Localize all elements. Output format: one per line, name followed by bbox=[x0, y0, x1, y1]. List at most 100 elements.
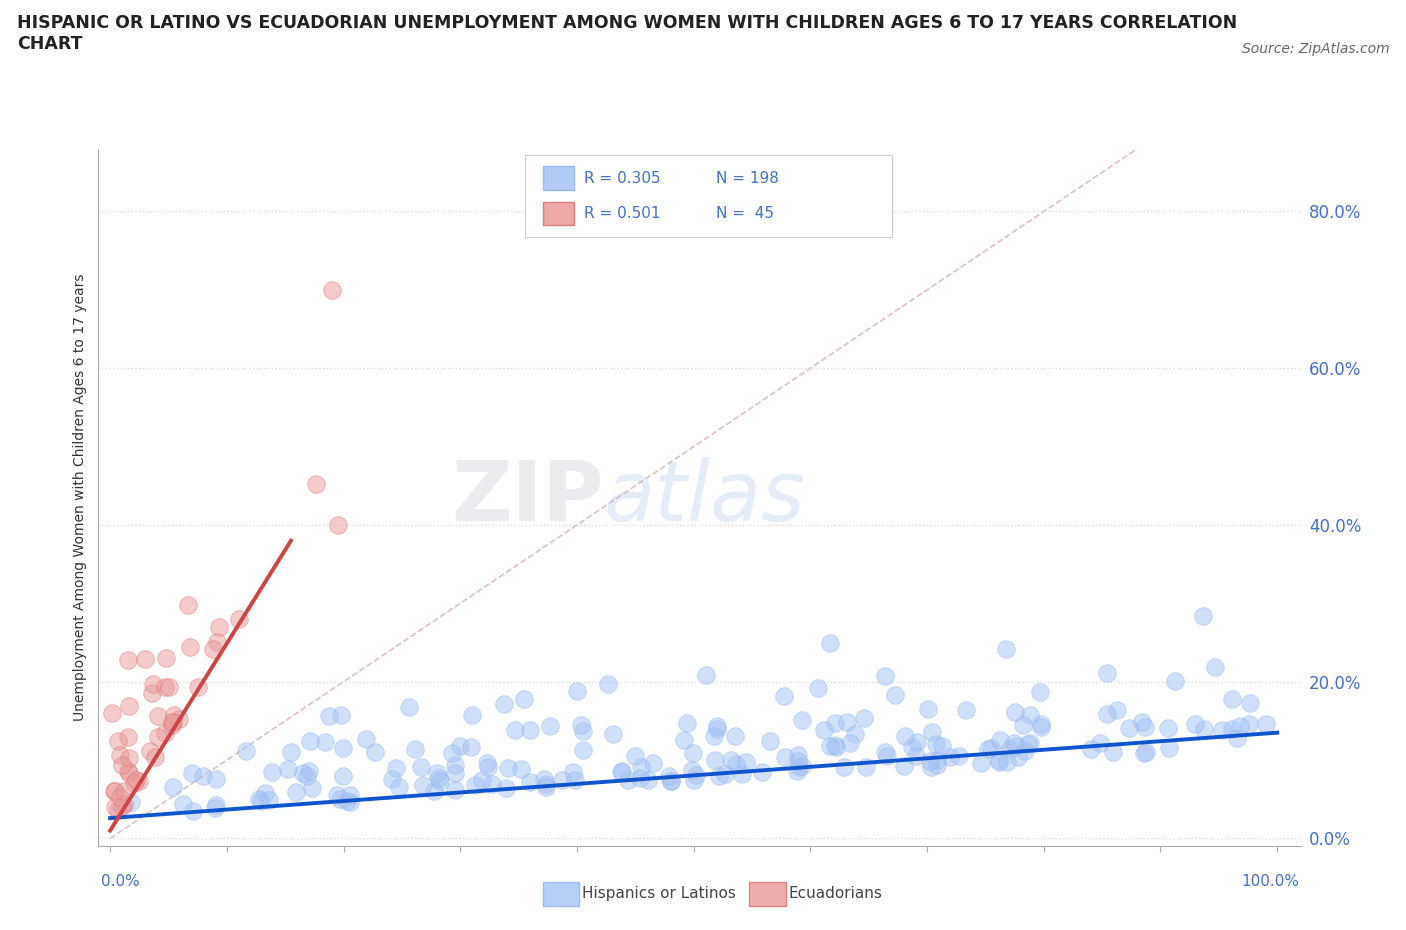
Point bbox=[685, 768, 707, 783]
Point bbox=[1184, 717, 1206, 732]
Point bbox=[510, 762, 533, 777]
Point bbox=[835, 714, 858, 729]
Point bbox=[1220, 691, 1243, 706]
Point bbox=[332, 768, 354, 783]
Point bbox=[1132, 745, 1154, 760]
Point bbox=[786, 748, 808, 763]
Point bbox=[681, 763, 703, 777]
Point bbox=[208, 619, 231, 634]
Point bbox=[610, 764, 633, 779]
Point bbox=[481, 777, 503, 791]
Point bbox=[496, 761, 519, 776]
Point bbox=[354, 732, 377, 747]
Point bbox=[1159, 740, 1181, 755]
Point bbox=[617, 772, 640, 787]
Point bbox=[301, 780, 323, 795]
Point bbox=[927, 758, 949, 773]
Point bbox=[285, 785, 308, 800]
Point bbox=[820, 738, 842, 753]
Point bbox=[775, 750, 797, 764]
Y-axis label: Unemployment Among Women with Children Ages 6 to 17 years: Unemployment Among Women with Children A… bbox=[73, 273, 87, 722]
Point bbox=[201, 642, 224, 657]
Point bbox=[1105, 702, 1128, 717]
Point bbox=[572, 724, 595, 738]
Point bbox=[305, 477, 328, 492]
Point bbox=[422, 784, 444, 799]
Point bbox=[1130, 715, 1153, 730]
Point bbox=[1164, 674, 1187, 689]
Point bbox=[1254, 717, 1277, 732]
Point bbox=[988, 754, 1011, 769]
Point bbox=[1014, 744, 1036, 759]
Point bbox=[155, 650, 177, 665]
Point bbox=[321, 283, 343, 298]
Text: R = 0.305: R = 0.305 bbox=[583, 171, 661, 186]
Point bbox=[1102, 745, 1125, 760]
Point bbox=[894, 728, 917, 743]
Point bbox=[703, 728, 725, 743]
Point bbox=[253, 786, 276, 801]
Point bbox=[1194, 721, 1216, 736]
Point bbox=[411, 760, 433, 775]
Point bbox=[707, 768, 730, 783]
Point bbox=[659, 774, 682, 789]
Point bbox=[1019, 708, 1042, 723]
Point bbox=[927, 752, 949, 767]
Point bbox=[228, 611, 250, 626]
Point bbox=[295, 769, 318, 784]
Point bbox=[905, 749, 928, 764]
Point bbox=[853, 711, 876, 725]
Point bbox=[461, 708, 484, 723]
Point bbox=[162, 714, 184, 729]
Point bbox=[735, 754, 758, 769]
Point bbox=[314, 735, 336, 750]
Point bbox=[134, 652, 156, 667]
Point bbox=[141, 685, 163, 700]
Point bbox=[163, 707, 186, 722]
Text: HISPANIC OR LATINO VS ECUADORIAN UNEMPLOYMENT AMONG WOMEN WITH CHILDREN AGES 6 T: HISPANIC OR LATINO VS ECUADORIAN UNEMPLO… bbox=[17, 14, 1237, 53]
Point bbox=[706, 722, 728, 737]
Point bbox=[384, 761, 406, 776]
Point bbox=[247, 791, 270, 806]
Point bbox=[388, 779, 411, 794]
Point bbox=[146, 729, 169, 744]
Point bbox=[672, 733, 695, 748]
Point bbox=[1229, 719, 1251, 734]
Point bbox=[153, 680, 176, 695]
Point bbox=[1211, 723, 1233, 737]
Point bbox=[412, 778, 434, 793]
Point bbox=[931, 738, 953, 753]
Point bbox=[153, 725, 176, 740]
Point bbox=[987, 752, 1010, 767]
Point bbox=[602, 726, 624, 741]
Point bbox=[550, 772, 572, 787]
Point bbox=[955, 703, 977, 718]
Point bbox=[1133, 720, 1156, 735]
Point bbox=[112, 784, 135, 799]
Point bbox=[921, 724, 943, 739]
Point bbox=[562, 764, 585, 779]
Point bbox=[873, 745, 896, 760]
Point bbox=[676, 715, 699, 730]
Point bbox=[905, 735, 928, 750]
Point bbox=[1226, 731, 1249, 746]
Point bbox=[1204, 659, 1226, 674]
Point bbox=[339, 794, 361, 809]
Point bbox=[108, 790, 131, 804]
Point bbox=[250, 794, 273, 809]
Point bbox=[326, 517, 349, 532]
Point bbox=[167, 711, 190, 726]
Point bbox=[103, 784, 125, 799]
Point bbox=[1239, 696, 1261, 711]
Point bbox=[117, 652, 139, 667]
Point bbox=[773, 688, 796, 703]
Point bbox=[260, 765, 283, 780]
Point bbox=[995, 642, 1018, 657]
Point bbox=[364, 745, 387, 760]
Point bbox=[596, 676, 619, 691]
Point bbox=[1031, 716, 1053, 731]
Point bbox=[477, 760, 499, 775]
Point bbox=[980, 740, 1002, 755]
Point bbox=[477, 756, 499, 771]
Point bbox=[460, 739, 482, 754]
